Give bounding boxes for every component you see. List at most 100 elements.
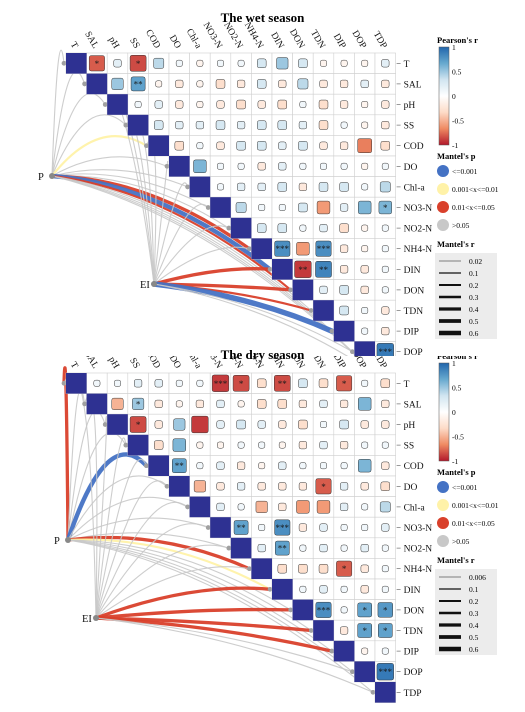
diagonal-cell	[313, 620, 334, 641]
correlation-cell	[298, 202, 308, 213]
correlation-cell	[217, 59, 224, 67]
colorbar-title: Pearson's r	[437, 35, 478, 45]
mantel-link	[94, 586, 272, 620]
mantel-r-label: 0.02	[469, 257, 482, 266]
correlation-cell	[340, 203, 349, 212]
correlation-cell	[215, 79, 226, 89]
column-label: Chl-a	[184, 27, 204, 51]
row-label: DON	[404, 286, 425, 296]
correlation-cell	[196, 142, 204, 150]
link-endpoint	[226, 225, 232, 231]
mantel-r-label: 0.1	[469, 585, 479, 594]
mantel-link	[51, 175, 353, 353]
mantel-r-label: 0.006	[469, 573, 486, 582]
correlation-cell	[381, 162, 389, 170]
mantel-link	[51, 114, 127, 177]
colorbar	[438, 46, 450, 146]
correlation-cell	[298, 58, 308, 68]
diagonal-cell	[251, 238, 272, 259]
mantel-p-swatch	[437, 219, 449, 231]
column-label: T	[68, 40, 80, 50]
correlation-cell	[298, 378, 308, 388]
mantel-link	[67, 475, 168, 541]
correlation-cell	[216, 502, 225, 511]
link-endpoint	[164, 484, 170, 489]
correlation-cell	[257, 79, 267, 89]
link-endpoint	[350, 349, 355, 355]
correlation-cell	[211, 374, 230, 392]
source-label: P	[38, 172, 44, 183]
correlation-cell	[381, 121, 390, 130]
correlation-cell	[257, 378, 267, 388]
correlation-cell	[217, 162, 224, 170]
mantel-link	[51, 92, 106, 177]
correlation-cell	[298, 182, 307, 191]
row-label: COD	[404, 142, 424, 152]
correlation-cell	[340, 482, 349, 491]
mantel-link	[67, 539, 374, 693]
correlation-cell	[299, 585, 307, 593]
mantel-r-title: Mantel's r	[437, 239, 475, 249]
correlation-cell	[360, 585, 369, 594]
significance-label: ***	[214, 379, 228, 389]
correlation-cell	[360, 420, 369, 429]
row-label: Chl-a	[404, 183, 426, 193]
mantel-p-label: <=0.001	[452, 167, 478, 176]
link-endpoint	[329, 328, 335, 334]
correlation-cell	[154, 100, 163, 109]
mantel-link	[51, 175, 312, 312]
significance-label: *	[383, 626, 388, 636]
correlation-cell	[340, 441, 349, 450]
correlation-cell	[129, 55, 147, 72]
correlation-cell	[381, 265, 389, 273]
mantel-link	[152, 267, 272, 286]
correlation-cell	[297, 78, 309, 90]
correlation-cell	[257, 162, 266, 171]
significance-label: ***	[317, 605, 331, 615]
row-label: NO2-N	[404, 545, 433, 555]
correlation-cell	[277, 223, 288, 233]
correlation-cell	[173, 418, 186, 431]
colorbar-tick: -0.5	[452, 433, 464, 442]
significance-label: *	[342, 564, 347, 574]
source-label: P	[54, 536, 60, 547]
link-endpoint	[82, 81, 87, 87]
mantel-r-label: 0.4	[469, 305, 479, 314]
correlation-cell	[278, 162, 287, 171]
significance-label: ***	[276, 523, 290, 533]
correlation-cell	[315, 261, 332, 278]
link-endpoint	[308, 628, 314, 633]
correlation-cell	[134, 101, 142, 108]
link-endpoint	[288, 607, 293, 613]
column-label: SAL	[82, 356, 100, 371]
column-label: TDP	[371, 30, 389, 51]
diagonal-cell	[169, 476, 190, 497]
correlation-cell	[361, 327, 369, 335]
mantel-p-label: 0.001<x<=0.01	[452, 501, 499, 510]
link-endpoint	[102, 102, 108, 107]
link-endpoint	[185, 184, 190, 190]
correlation-cell	[172, 458, 187, 474]
significance-label: *	[383, 203, 388, 213]
link-endpoint	[308, 308, 314, 313]
correlation-cell	[193, 480, 206, 493]
correlation-cell	[340, 524, 348, 531]
diagonal-cell	[375, 682, 396, 703]
correlation-cell	[320, 59, 327, 67]
chart-title: The wet season	[220, 10, 305, 25]
diagonal-cell	[66, 373, 87, 394]
row-label: pH	[404, 101, 416, 111]
correlation-cell	[154, 399, 163, 408]
link-endpoint	[370, 690, 376, 695]
row-label: DIP	[404, 648, 419, 658]
correlation-cell	[298, 399, 307, 408]
correlation-cell	[195, 121, 204, 130]
correlation-cell	[381, 59, 390, 68]
mantel-link	[153, 246, 250, 285]
correlation-cell	[195, 399, 204, 408]
correlation-cell	[257, 544, 266, 553]
correlation-cell	[381, 647, 389, 655]
correlation-cell	[360, 564, 369, 573]
mantel-r-label: 0.6	[469, 645, 479, 654]
column-label: SAL	[82, 30, 100, 51]
